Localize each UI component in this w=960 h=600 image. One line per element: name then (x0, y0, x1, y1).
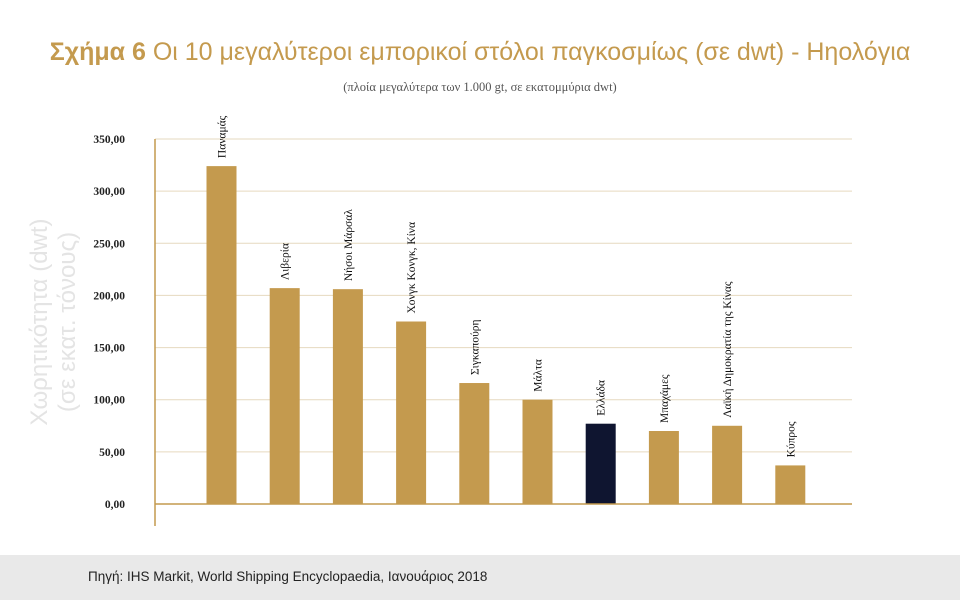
y-axis-ticks: 0,00 50,00 100,00 150,00 200,00 250,00 300,00 3… (93, 134, 125, 511)
bar-category-label: Χονγκ Κονγκ, Κίνα (406, 222, 418, 314)
bar-category-label: Μπαχάμες (659, 374, 671, 423)
bar-category-label: Παναμάς (217, 115, 229, 158)
chart-subtitle: (πλοία μεγαλύτερα των 1.000 gt, σε εκατο… (343, 80, 617, 94)
y-tick-label: 0,00 (105, 499, 125, 511)
bar-category-label: Κύπρος (785, 421, 797, 457)
y-tick-label: 350,00 (93, 134, 125, 146)
bar-category-label: Λαϊκή Δημοκρατία της Κίνας (722, 281, 734, 418)
y-axis-title-line1: Χωρητικότητα (dwt) (26, 218, 53, 425)
bar-category-label: Λιβερία (280, 243, 292, 280)
y-tick-label: 150,00 (93, 343, 125, 355)
bar (585, 423, 616, 504)
y-tick-label: 200,00 (93, 290, 125, 302)
bar-category-label: Μάλτα (533, 359, 545, 391)
bar-category-label: Σιγκαπούρη (469, 319, 481, 375)
bar-labels: Παναμάς Λιβερία Νήσοι Μάρσαλ Χονγκ Κονγκ, Κ… (217, 115, 798, 457)
y-tick-label: 250,00 (93, 238, 125, 250)
bar (712, 425, 743, 504)
bar (459, 383, 490, 504)
bar (396, 321, 427, 504)
chart-title-number: Σχήμα 6 (49, 38, 146, 66)
bar (648, 431, 679, 504)
gridlines (155, 138, 852, 453)
chart-title-text: Οι 10 μεγαλύτεροι εμπορικοί στόλοι παγκο… (152, 38, 911, 66)
bar (206, 166, 237, 504)
y-tick-label: 50,00 (99, 447, 125, 459)
bar (332, 289, 363, 504)
bar-chart: 0,00 50,00 100,00 150,00 200,00 250,00 300,00 3… (26, 115, 852, 526)
source-text: Πηγή: IHS Markit, World Shipping Encyclo… (88, 569, 488, 584)
y-tick-label: 300,00 (93, 186, 125, 198)
source-footer: Πηγή: IHS Markit, World Shipping Encyclo… (0, 555, 960, 600)
bar-category-label: Ελλάδα (596, 380, 608, 416)
y-tick-label: 100,00 (93, 395, 125, 407)
chart-title: Σχήμα 6 Οι 10 μεγαλύτεροι εμπορικοί στόλ… (0, 38, 960, 67)
bar (775, 465, 806, 504)
bars (206, 166, 806, 504)
bar (522, 399, 553, 504)
y-axis-title-line2: (σε εκατ. τόνους) (54, 232, 81, 412)
bar (269, 288, 300, 504)
bar-category-label: Νήσοι Μάρσαλ (343, 209, 355, 281)
